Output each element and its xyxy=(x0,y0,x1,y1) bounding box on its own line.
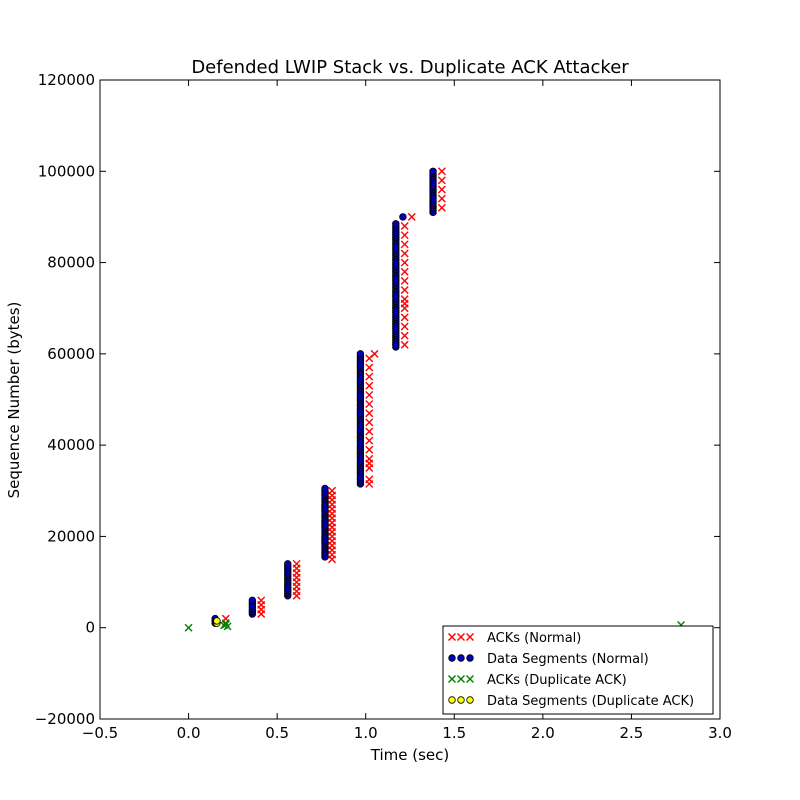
legend-item: Data Segments (Normal) xyxy=(448,652,649,667)
ack-marker xyxy=(437,167,446,176)
legend-marker xyxy=(466,633,474,641)
y-tick-label: 20000 xyxy=(47,527,95,545)
y-tick-label: 0 xyxy=(85,619,95,637)
legend-label: Data Segments (Normal) xyxy=(487,652,649,667)
legend-marker xyxy=(448,654,456,662)
data-segment-marker xyxy=(392,220,400,228)
ack-marker xyxy=(400,322,409,331)
legend-marker xyxy=(457,654,465,662)
ack-marker xyxy=(400,285,409,294)
ack-marker xyxy=(221,620,230,629)
x-tick-label: −0.5 xyxy=(82,724,118,742)
data-segment-marker xyxy=(356,350,365,358)
ack-marker xyxy=(292,559,301,568)
legend-item: ACKs (Normal) xyxy=(448,631,581,646)
ack-marker xyxy=(400,276,409,285)
legend-label: ACKs (Normal) xyxy=(487,631,581,646)
ack-marker xyxy=(365,381,374,390)
ack-marker xyxy=(437,203,446,212)
legend-marker xyxy=(466,696,474,704)
ack-marker xyxy=(365,454,374,463)
data-segment-marker xyxy=(399,213,407,221)
x-tick-label: 3.0 xyxy=(708,724,732,742)
series-0 xyxy=(221,167,446,623)
legend-marker xyxy=(466,654,474,662)
y-tick-label: 100000 xyxy=(38,162,95,180)
x-tick-label: 0.5 xyxy=(265,724,289,742)
legend-label: ACKs (Duplicate ACK) xyxy=(487,673,627,688)
x-tick-label: 2.0 xyxy=(531,724,555,742)
ack-marker xyxy=(437,176,446,185)
ack-marker xyxy=(257,596,266,605)
legend-box xyxy=(442,625,714,715)
x-tick-label: 1.5 xyxy=(442,724,466,742)
legend-item: ACKs (Duplicate ACK) xyxy=(448,673,627,688)
legend-marker xyxy=(466,675,474,683)
ack-marker xyxy=(365,445,374,454)
ack-marker xyxy=(400,313,409,322)
ack-marker xyxy=(328,486,337,495)
y-tick-label: 120000 xyxy=(38,71,95,89)
chart-title: Defended LWIP Stack vs. Duplicate ACK At… xyxy=(191,57,629,78)
legend-marker xyxy=(457,696,465,704)
legend-item: Data Segments (Duplicate ACK) xyxy=(448,694,694,709)
ack-marker xyxy=(400,331,409,340)
x-tick-label: 2.5 xyxy=(619,724,643,742)
x-axis-label: Time (sec) xyxy=(370,746,449,764)
ack-marker xyxy=(437,194,446,203)
x-tick-label: 1.0 xyxy=(354,724,378,742)
y-tick-label: 60000 xyxy=(47,345,95,363)
ack-marker xyxy=(400,249,409,258)
legend-marker xyxy=(457,675,465,683)
ack-marker xyxy=(400,240,409,249)
legend-marker xyxy=(448,675,456,683)
ack-marker xyxy=(365,418,374,427)
x-tick-label: 0.0 xyxy=(177,724,201,742)
ack-marker xyxy=(400,295,409,304)
ack-marker xyxy=(400,222,409,231)
y-tick-label: 40000 xyxy=(47,436,95,454)
ack-marker xyxy=(365,372,374,381)
data-segment-marker xyxy=(321,484,329,493)
legend-marker xyxy=(457,633,465,641)
ack-marker xyxy=(400,340,409,349)
data-segment-marker xyxy=(284,560,292,568)
legend-marker xyxy=(448,633,456,641)
series-3 xyxy=(213,617,221,627)
series-2 xyxy=(184,619,686,632)
plot-frame xyxy=(99,79,721,720)
legend-marker xyxy=(448,696,456,704)
y-tick-label: −20000 xyxy=(35,710,95,728)
data-segment-marker xyxy=(248,596,257,605)
ack-marker xyxy=(370,349,379,358)
ack-marker xyxy=(407,212,416,221)
ack-marker xyxy=(365,427,374,436)
ack-marker xyxy=(365,409,374,418)
ack-marker xyxy=(365,363,374,372)
ack-marker xyxy=(365,390,374,399)
ack-marker xyxy=(400,267,409,276)
y-axis-label: Sequence Number (bytes) xyxy=(5,302,23,499)
ack-marker xyxy=(400,231,409,240)
ack-marker xyxy=(365,400,374,409)
ack-marker xyxy=(437,185,446,194)
ack-marker xyxy=(365,475,374,484)
data-segment-marker xyxy=(213,617,221,625)
legend-label: Data Segments (Duplicate ACK) xyxy=(487,694,694,709)
plot-area xyxy=(184,167,686,632)
y-tick-label: 80000 xyxy=(47,254,95,272)
axis-ticks: −0.5 0.0 0.5 1.0 1.5 2.0 2.5 3.0 −20000 0 20000 400… xyxy=(35,71,732,742)
data-segment-marker xyxy=(429,167,437,175)
legend: ACKs (Normal) Data Segments (Normal) ACKs … xyxy=(442,625,714,715)
ack-marker xyxy=(184,623,193,632)
ack-marker xyxy=(365,436,374,445)
ack-marker xyxy=(400,258,409,267)
